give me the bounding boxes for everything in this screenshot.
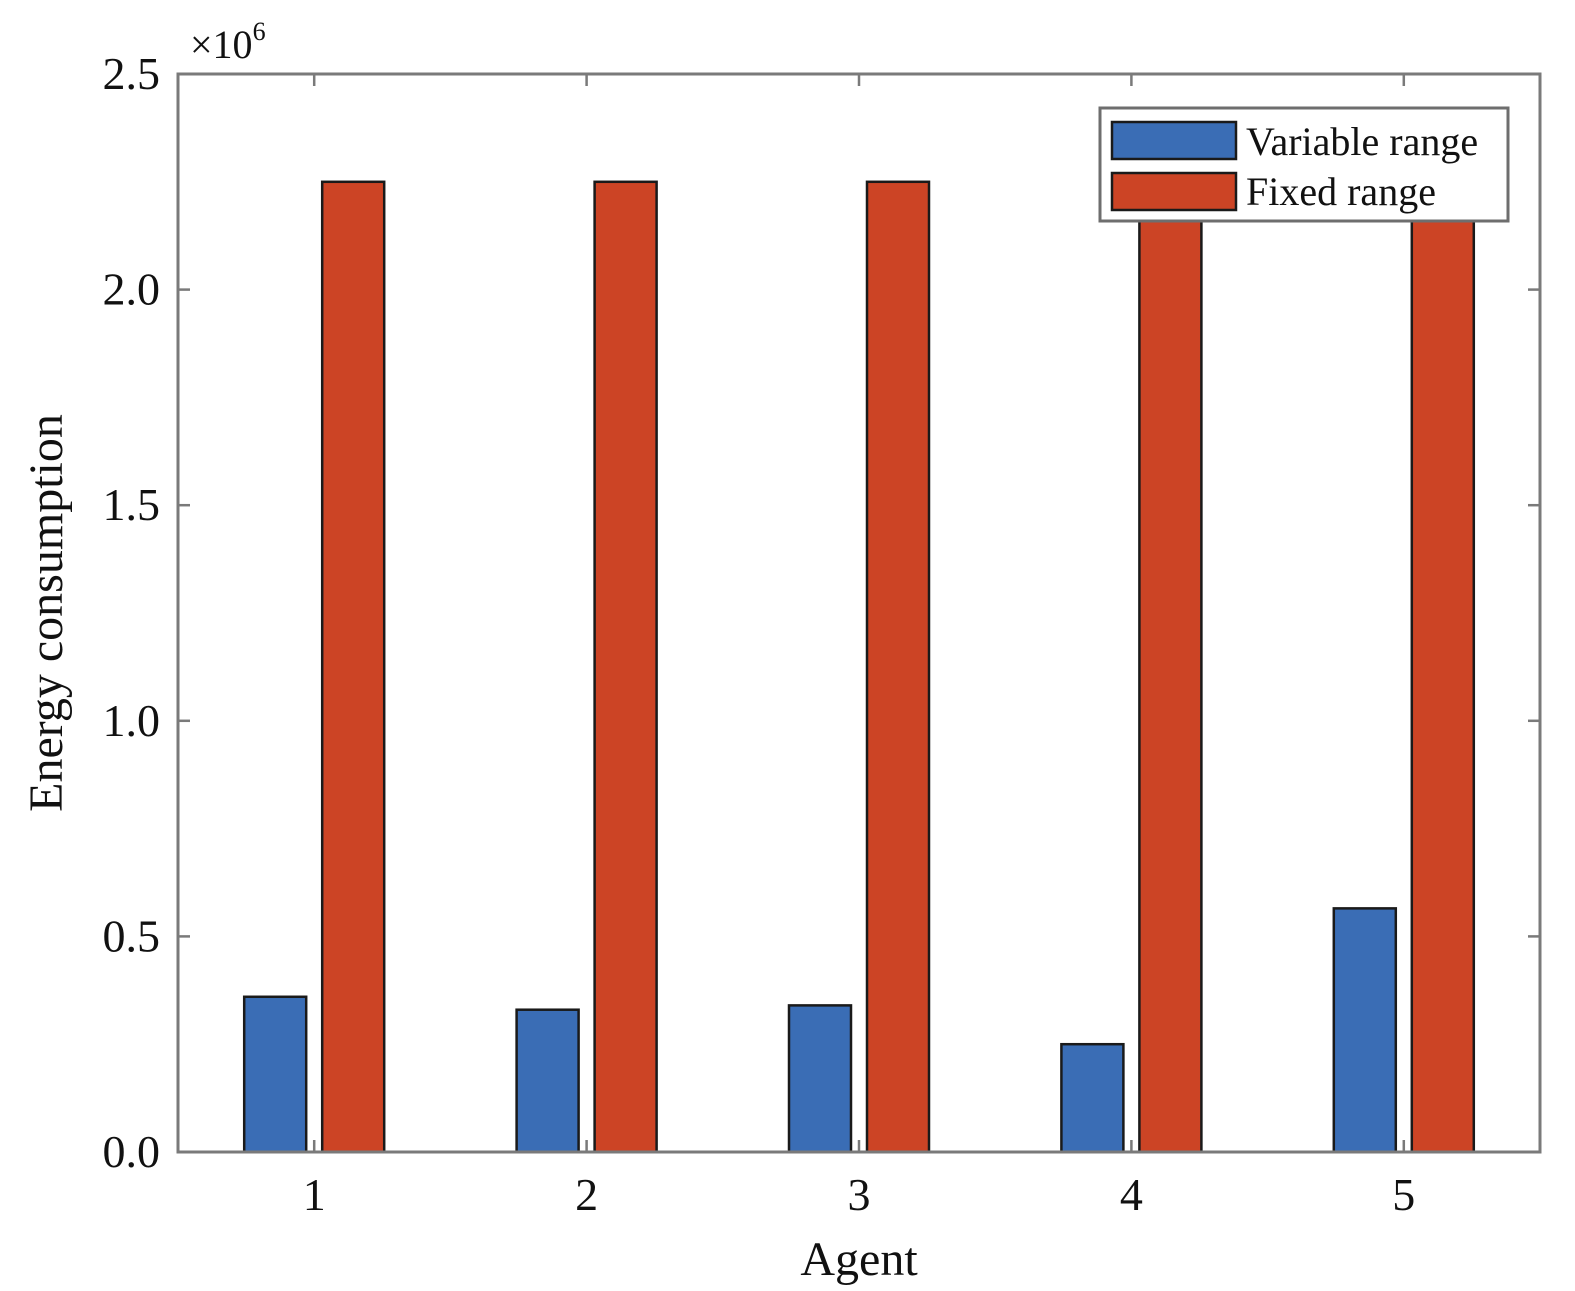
bar-variable-range-agent-3 [787,1004,853,1154]
y-multiplier-label: ×106 [190,17,266,67]
x-tick-label: 1 [303,1169,326,1220]
legend: Variable range Fixed range [1098,106,1510,223]
bar-fixed-range-agent-4 [1138,180,1203,1154]
bars-group [242,180,1476,1154]
bar-variable-range-agent-5 [1332,907,1398,1154]
legend-label-variable-range: Variable range [1246,119,1478,164]
y-axis-title: Energy consumption [20,414,73,812]
x-tick-label: 2 [575,1169,598,1220]
bar-fixed-range-agent-2 [593,180,658,1154]
x-tick-label: 3 [848,1169,871,1220]
bar-variable-range-agent-4 [1060,1042,1125,1154]
bar-fixed-range-agent-1 [320,180,386,1154]
y-multiplier-base: ×10 [190,22,253,67]
y-tick-label: 0.0 [103,1126,161,1177]
bar-variable-range-agent-1 [242,995,308,1154]
bar-variable-range-agent-2 [515,1008,580,1154]
y-multiplier-exponent: 6 [253,17,266,46]
legend-swatch-variable-range [1110,120,1238,161]
y-tick-label: 2.0 [103,264,161,315]
bar-fixed-range-agent-5 [1410,180,1476,1154]
y-tick-label: 1.5 [103,479,161,530]
legend-swatch-fixed-range [1110,171,1238,212]
y-tick-label: 0.5 [103,910,161,961]
bar-fixed-range-agent-3 [865,180,931,1154]
legend-label-fixed-range: Fixed range [1246,169,1436,214]
ticks-group: 0.0 0.5 1.0 1.5 2.0 2.5 1 2 3 4 5 [103,48,1540,1220]
x-tick-label: 4 [1120,1169,1143,1220]
x-tick-label: 5 [1392,1169,1415,1220]
y-tick-label: 1.0 [103,695,161,746]
y-tick-label: 2.5 [103,48,161,99]
x-axis-title: Agent [800,1233,918,1286]
